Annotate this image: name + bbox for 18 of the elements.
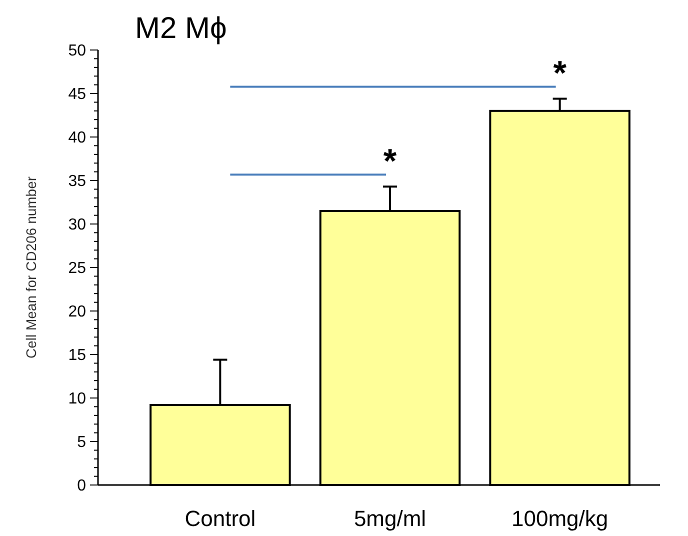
- y-axis-title: Cell Mean for CD206 number: [23, 176, 39, 359]
- y-tick-label: 0: [77, 478, 86, 495]
- annotation: *: [383, 142, 398, 181]
- y-tick-label: 25: [68, 260, 86, 278]
- y-tick-label: 45: [68, 86, 86, 104]
- y-tick-label: 50: [68, 42, 86, 60]
- y-tick-label: 5: [77, 434, 86, 452]
- x-tick-label: Control: [184, 506, 256, 531]
- y-tick-label: 35: [68, 173, 86, 190]
- x-tick-label: 100mg/kg: [512, 506, 608, 531]
- y-tick-label: 40: [68, 130, 86, 147]
- annotation: *: [553, 54, 568, 93]
- y-tick-label: 15: [68, 347, 86, 364]
- y-tick-label: 20: [68, 304, 86, 321]
- y-tick-label: 10: [68, 390, 86, 408]
- x-tick-label: 5mg/ml: [354, 506, 426, 531]
- y-tick-label: 30: [68, 216, 86, 234]
- chart-title: M2 Mϕ: [135, 12, 227, 45]
